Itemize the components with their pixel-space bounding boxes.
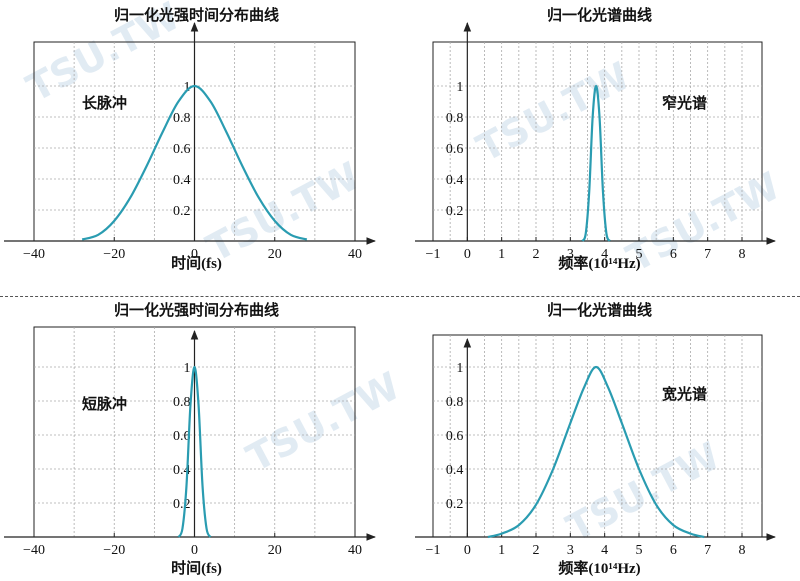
y-tick-label: 0.2 [446,497,464,512]
x-tick-label: −1 [426,543,441,558]
y-tick-label: 0.6 [446,429,464,444]
x-tick-label: 0 [464,543,471,558]
x-tick-label: 3 [567,247,574,262]
x-tick-label: 4 [601,247,608,262]
x-tick-label: 40 [348,247,362,262]
curve-annotation: 窄光谱 [662,94,707,112]
x-tick-label: 2 [533,543,540,558]
x-tick-label: 7 [704,543,711,558]
x-axis-label: 时间(fs) [171,559,222,577]
x-tick-label: 8 [739,543,746,558]
y-tick-label: 0.6 [446,142,464,157]
x-tick-label: 6 [670,543,677,558]
x-tick-label: 20 [268,543,282,558]
x-tick-label: 0 [464,247,471,262]
y-tick-label: 0.4 [173,173,191,188]
y-tick-label: 0.2 [173,497,191,512]
y-tick-label: 0.8 [173,111,191,126]
x-axis-label: 频率(10¹⁴Hz) [558,254,640,272]
plot-frame [432,334,763,538]
x-tick-label: 5 [636,543,643,558]
x-tick-label: −20 [103,543,125,558]
y-tick-label: 0.8 [446,111,464,126]
chart-title: 归一化光强时间分布曲线 [114,301,279,319]
x-tick-label: 0 [191,247,198,262]
chart-title: 归一化光谱曲线 [547,301,652,319]
y-tick-label: 1 [184,361,191,376]
series-line [81,84,308,241]
x-tick-label: 0 [191,543,198,558]
x-tick-label: 7 [704,247,711,262]
y-tick-label: 0.4 [446,463,464,478]
y-tick-label: 0.2 [173,204,191,219]
y-tick-label: 0.8 [446,395,464,410]
x-tick-label: 1 [498,543,505,558]
x-tick-label: 5 [636,247,643,262]
chart-title: 归一化光谱曲线 [547,6,652,24]
x-axis-label: 频率(10¹⁴Hz) [558,559,640,577]
x-tick-label: 20 [268,247,282,262]
y-tick-label: 0.4 [446,173,464,188]
x-tick-label: −40 [23,543,45,558]
time-chart-long-pulse: −40 −20 0 20 40 0.2 0.4 0.6 0.8 1 归一化光强时间分布曲线时间(fs… [4,6,376,272]
curve-annotation: 短脉冲 [82,395,127,413]
curve-annotation: 宽光谱 [661,385,707,403]
x-tick-label: 6 [670,247,677,262]
y-tick-label: 1 [456,361,463,376]
y-tick-label: 1 [456,80,463,95]
series-line [487,365,705,539]
chart-title: 归一化光强时间分布曲线 [114,6,279,24]
x-tick-label: −1 [426,247,441,262]
series-line [177,365,212,538]
y-tick-label: 0.6 [173,429,191,444]
spectrum-chart-narrow: −1 0 1 2 3 4 5 6 7 8 0.2 0.4 0.6 0.8 1 归一化光谱曲线频率(10¹⁴Hz… [415,6,776,272]
y-tick-label: 0.6 [173,142,191,157]
y-tick-label: 0.8 [173,395,191,410]
x-tick-label: 8 [739,247,746,262]
y-tick-label: 0.2 [446,204,464,219]
x-axis-label: 时间(fs) [171,254,222,272]
y-tick-label: 1 [184,80,191,95]
x-tick-label: 40 [348,543,362,558]
x-tick-label: 2 [533,247,540,262]
plot-frame [432,41,763,242]
dashed-divider [0,296,800,297]
x-tick-label: 4 [601,543,608,558]
x-tick-label: 1 [498,247,505,262]
series-line [581,84,611,242]
x-tick-label: 3 [567,543,574,558]
curve-annotation: 长脉冲 [82,94,127,112]
x-tick-label: −20 [103,247,125,262]
x-tick-label: −40 [23,247,45,262]
spectrum-chart-wide: −1 0 1 2 3 4 5 6 7 8 0.2 0.4 0.6 0.8 1 归一化光谱曲线频率(10¹⁴Hz… [415,301,776,577]
time-chart-short-pulse: −40 −20 0 20 400.20.40.60.81归一化光强时间分布曲线时间(fs… [4,301,376,577]
